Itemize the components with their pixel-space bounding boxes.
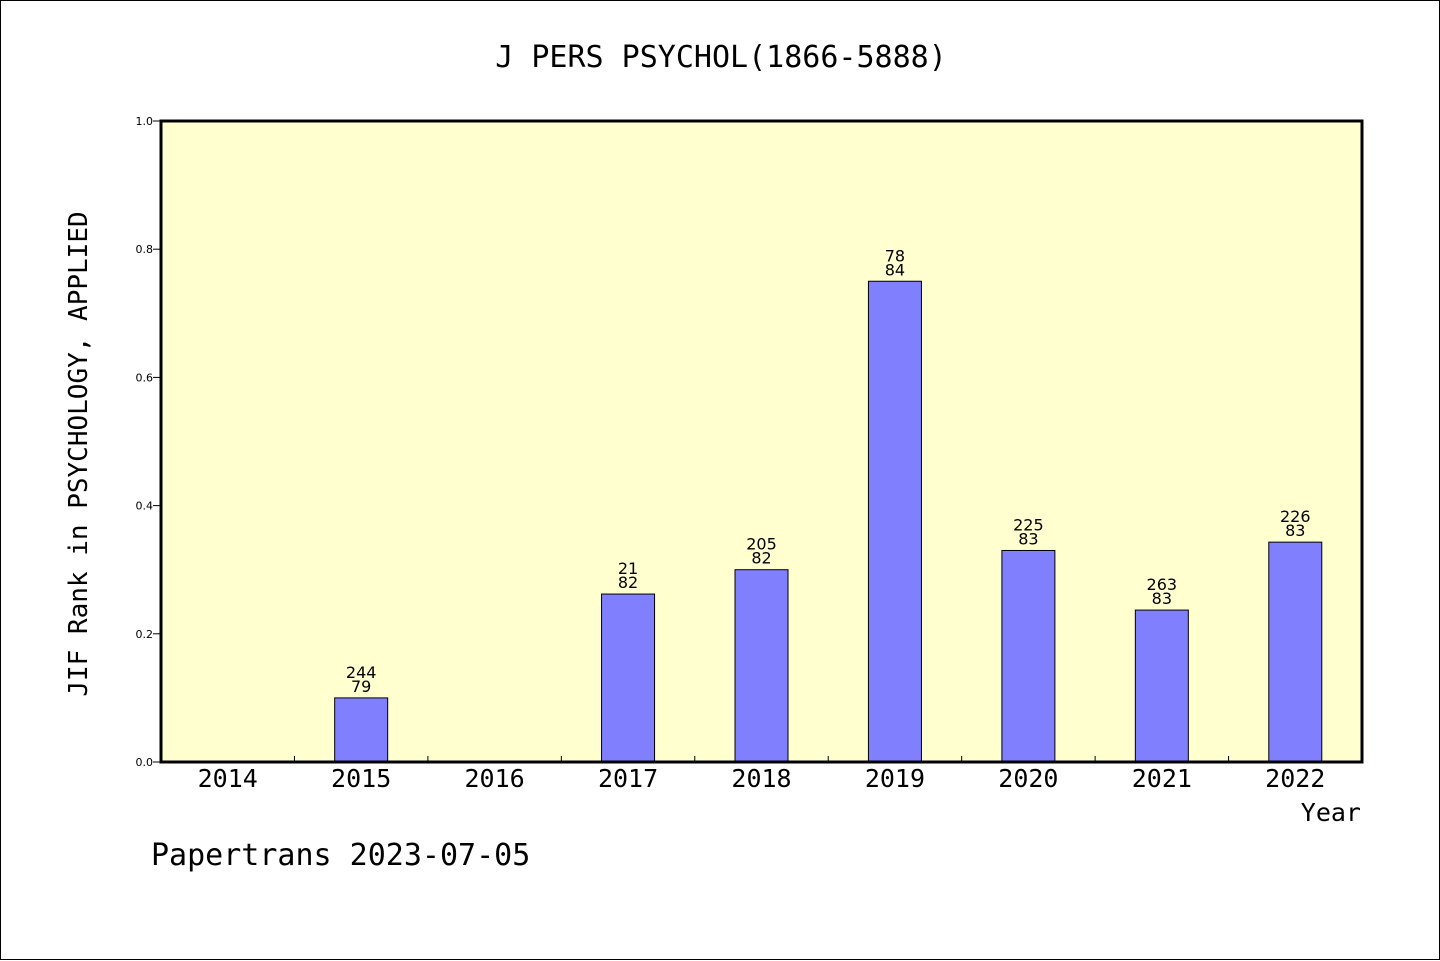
bar-2021 — [1134, 609, 1189, 763]
bar-label-2022: 226 — [1280, 507, 1311, 526]
bar-2019 — [867, 280, 922, 763]
x-tick-label: 2018 — [731, 764, 791, 793]
bar-label-2018: 82 — [751, 549, 771, 568]
bar-label-2021: 83 — [1152, 589, 1172, 608]
chart-title: J PERS PSYCHOL(1866-5888) — [495, 40, 947, 75]
x-tick-label: 2019 — [865, 764, 925, 793]
bar-label-2019: 84 — [885, 260, 905, 279]
bar-label-2015: 79 — [351, 677, 371, 696]
y-tick-label: 0.0 — [136, 756, 154, 769]
bar-2015 — [334, 697, 389, 763]
bar-2018 — [734, 569, 789, 763]
y-tick-label: 0.2 — [136, 628, 154, 641]
bar-2017 — [601, 593, 656, 763]
y-tick-label: 1.0 — [136, 115, 154, 128]
bar-label-2020: 225 — [1013, 515, 1044, 534]
x-axis-label: Year — [1301, 798, 1361, 827]
x-tick-label: 2014 — [198, 764, 258, 793]
bar-2020 — [1001, 549, 1056, 763]
bar-2022 — [1268, 541, 1323, 763]
x-tick-label: 2020 — [998, 764, 1058, 793]
plot-border — [159, 119, 1364, 764]
bar-label-2019: 78 — [885, 246, 905, 265]
x-tick-label: 2022 — [1265, 764, 1325, 793]
x-tick-label: 2015 — [331, 764, 391, 793]
x-axis: 2014 2015 2016 2017 2018 2019 2020 2021 2022 — [198, 756, 1325, 793]
bar-label-2015: 244 — [346, 663, 377, 682]
bar-label-2017: 82 — [618, 573, 638, 592]
x-tick-label: 2017 — [598, 764, 658, 793]
bar-label-2020: 83 — [1018, 529, 1038, 548]
y-tick-label: 0.4 — [136, 500, 154, 513]
bar-label-2021: 263 — [1147, 575, 1178, 594]
bar-label-2017: 21 — [618, 559, 638, 578]
y-axis: 0.0 0.2 0.4 0.6 0.8 1.0 — [136, 115, 161, 769]
bar-label-2018: 205 — [746, 535, 777, 554]
y-axis-label: JIF Rank in PSYCHOLOGY, APPLIED — [64, 211, 94, 696]
x-tick-label: 2016 — [465, 764, 525, 793]
watermark: Papertrans 2023-07-05 — [151, 838, 530, 873]
y-tick-label: 0.6 — [136, 371, 154, 384]
y-tick-label: 0.8 — [136, 243, 154, 256]
bar-label-2022: 83 — [1285, 521, 1305, 540]
x-tick-label: 2021 — [1132, 764, 1192, 793]
